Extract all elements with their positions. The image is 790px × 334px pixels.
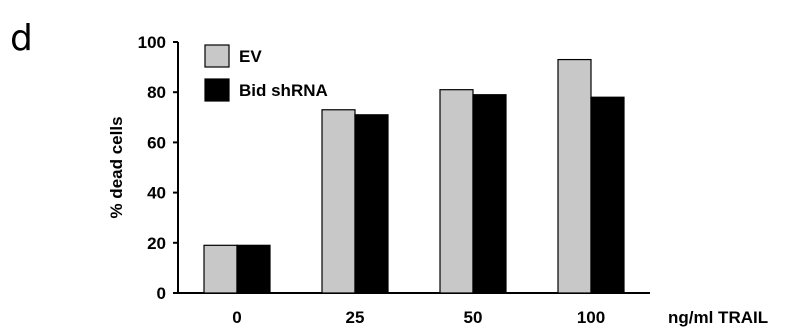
- x-tick-label: 100: [577, 308, 605, 327]
- y-tick-label: 0: [157, 284, 166, 303]
- legend-label: EV: [239, 47, 262, 66]
- x-tick-label: 0: [232, 308, 241, 327]
- legend-swatch: [204, 44, 230, 68]
- y-axis-title: % dead cells: [107, 116, 126, 218]
- legend-swatch: [204, 78, 230, 102]
- panel-letter: d: [10, 18, 33, 59]
- legend-label: Bid shRNA: [239, 81, 328, 100]
- bar-ev: [439, 89, 474, 294]
- bar-ev: [321, 109, 356, 294]
- x-tick-label: 25: [346, 308, 365, 327]
- bar-bid-shrna: [236, 244, 271, 294]
- y-tick-label: 60: [147, 133, 166, 152]
- y-tick-label: 80: [147, 83, 166, 102]
- plot-area: 0 20 40 60 80 100 % dead cells 0 25 50 100 ng/ml TR…: [107, 33, 768, 327]
- y-tick-label: 100: [138, 33, 166, 52]
- y-tick-label: 40: [147, 184, 166, 203]
- bar-ev: [203, 244, 238, 294]
- y-tick-label: 20: [147, 234, 166, 253]
- bar-bid-shrna: [590, 96, 625, 294]
- x-tick-label: 50: [464, 308, 483, 327]
- x-axis-title: ng/ml TRAIL: [668, 308, 768, 327]
- bar-ev: [557, 58, 592, 294]
- bar-bid-shrna: [354, 114, 389, 294]
- bar-bid-shrna: [472, 94, 507, 294]
